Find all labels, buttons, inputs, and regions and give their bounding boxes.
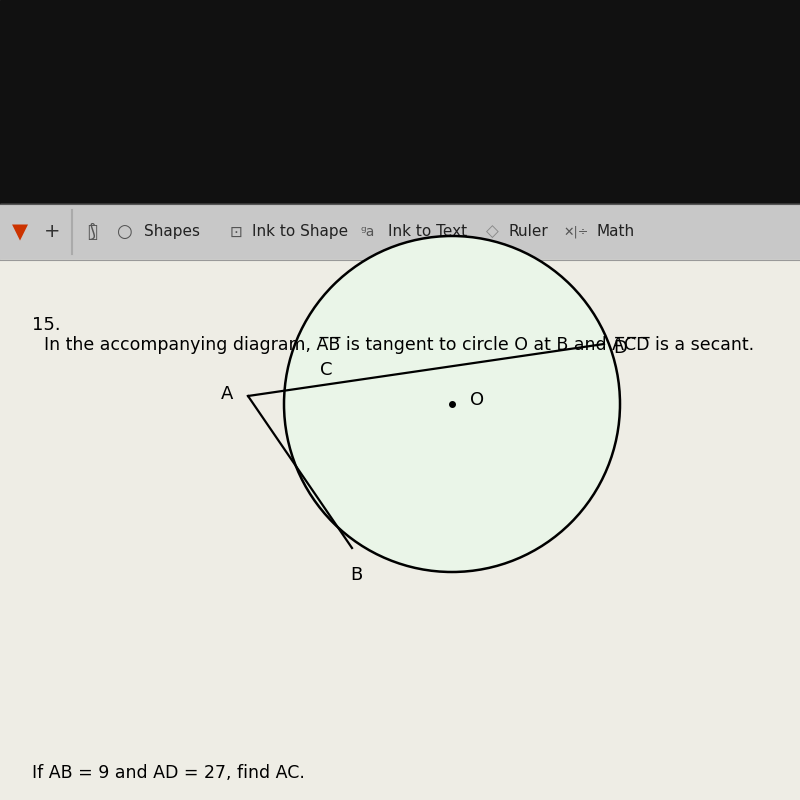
Text: ◇: ◇ [486, 223, 498, 241]
Text: ✕|÷: ✕|÷ [563, 226, 589, 238]
Text: Shapes: Shapes [144, 225, 200, 239]
Text: 𝓑: 𝓑 [87, 223, 97, 241]
Bar [0, 260, 800, 800]
Bar [0, 204, 800, 260]
Text: Ruler: Ruler [508, 225, 548, 239]
Text: ▼: ▼ [12, 222, 28, 242]
Text: 15.: 15. [32, 316, 61, 334]
Circle shape [284, 236, 620, 572]
Text: Math: Math [597, 225, 635, 239]
Bar [0, 0, 800, 204]
Text: A: A [222, 386, 234, 403]
Text: B: B [350, 566, 362, 584]
Text: +: + [44, 222, 60, 242]
Text: Ink to Shape: Ink to Shape [252, 225, 348, 239]
Text: In the accompanying diagram, A̅B̅ is tangent to circle O at B and A̅C̅D̅ is a se: In the accompanying diagram, A̅B̅ is tan… [44, 336, 754, 354]
Text: ○: ○ [116, 223, 132, 241]
Text: C: C [320, 362, 333, 379]
Text: O: O [470, 391, 484, 409]
Text: If AB = 9 and AD = 27, find AC.: If AB = 9 and AD = 27, find AC. [32, 764, 305, 782]
Text: ᵍa: ᵍa [361, 225, 375, 239]
Text: ⟆: ⟆ [89, 223, 95, 241]
Text: Ink to Text: Ink to Text [389, 225, 467, 239]
Text: ⊡: ⊡ [230, 225, 242, 239]
Text: D: D [614, 339, 627, 357]
